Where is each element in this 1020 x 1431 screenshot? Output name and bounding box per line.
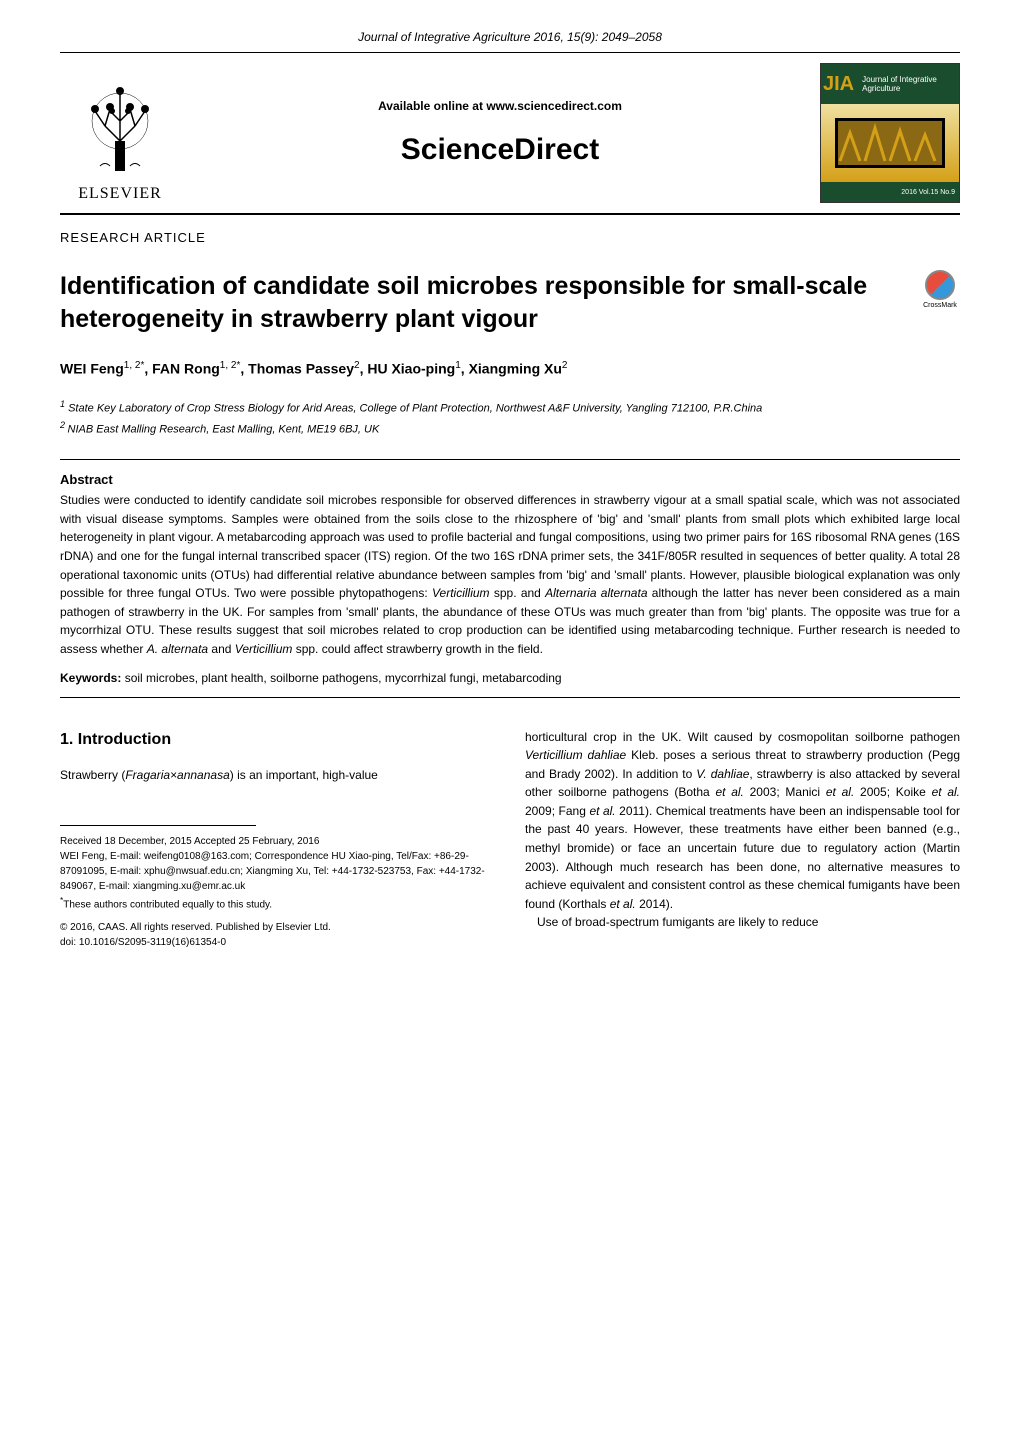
keywords-line: Keywords: soil microbes, plant health, s… — [60, 671, 960, 685]
intro-para-right-2: Use of broad-spectrum fumigants are like… — [525, 913, 960, 932]
jia-issue-label: 2016 Vol.15 No.9 — [821, 182, 959, 202]
authors: WEI Feng1, 2*, FAN Rong1, 2*, Thomas Pas… — [60, 360, 960, 377]
elsevier-label: ELSEVIER — [78, 185, 162, 203]
abstract-section: Abstract Studies were conducted to ident… — [60, 459, 960, 697]
crossmark-label: CrossMark — [923, 302, 957, 309]
intro-para-left: Strawberry (Fragaria×annanasa) is an imp… — [60, 766, 495, 785]
keywords-text: soil microbes, plant health, soilborne p… — [121, 671, 561, 685]
jia-cover-header: JIA Journal of Integrative Agriculture — [821, 64, 959, 104]
article-title: Identification of candidate soil microbe… — [60, 270, 910, 335]
keywords-label: Keywords: — [60, 671, 121, 685]
abstract-heading: Abstract — [60, 472, 960, 487]
available-online-text: Available online at www.sciencedirect.co… — [200, 99, 800, 113]
right-column: horticultural crop in the UK. Wilt cause… — [525, 728, 960, 951]
sciencedirect-logo: ScienceDirect — [200, 133, 800, 167]
body-columns: 1. Introduction Strawberry (Fragaria×ann… — [60, 728, 960, 951]
abstract-text: Studies were conducted to identify candi… — [60, 491, 960, 658]
elsevier-logo: ELSEVIER — [60, 63, 180, 203]
elsevier-tree-icon — [70, 81, 170, 181]
jia-cover-image — [821, 104, 959, 182]
title-row: Identification of candidate soil microbe… — [60, 270, 960, 335]
footnote-equal: *These authors contributed equally to th… — [60, 894, 495, 912]
header-block: ELSEVIER Available online at www.science… — [60, 52, 960, 215]
left-column: 1. Introduction Strawberry (Fragaria×ann… — [60, 728, 495, 951]
header-center: Available online at www.sciencedirect.co… — [180, 99, 820, 167]
footnote-correspondence: WEI Feng, E-mail: weifeng0108@163.com; C… — [60, 849, 495, 894]
footnote-received: Received 18 December, 2015 Accepted 25 F… — [60, 834, 495, 849]
jia-full-name: Journal of Integrative Agriculture — [862, 75, 957, 93]
footnote-copyright: © 2016, CAAS. All rights reserved. Publi… — [60, 920, 495, 935]
footnote-doi: doi: 10.1016/S2095-3119(16)61354-0 — [60, 935, 495, 950]
intro-para-right-1: horticultural crop in the UK. Wilt cause… — [525, 728, 960, 914]
affiliation-2: NIAB East Malling Research, East Malling… — [68, 424, 380, 436]
crossmark-badge[interactable]: CrossMark — [920, 270, 960, 320]
journal-citation: Journal of Integrative Agriculture 2016,… — [60, 30, 960, 44]
section-1-heading: 1. Introduction — [60, 728, 495, 753]
affiliations: 1 State Key Laboratory of Crop Stress Bi… — [60, 397, 960, 440]
affiliation-1: State Key Laboratory of Crop Stress Biol… — [68, 402, 762, 414]
jia-abbrev: JIA — [823, 73, 854, 96]
article-type: RESEARCH ARTICLE — [60, 230, 960, 245]
crossmark-icon — [925, 270, 955, 300]
footnote-divider — [60, 825, 256, 826]
jia-cover-thumbnail: JIA Journal of Integrative Agriculture 2… — [820, 63, 960, 203]
